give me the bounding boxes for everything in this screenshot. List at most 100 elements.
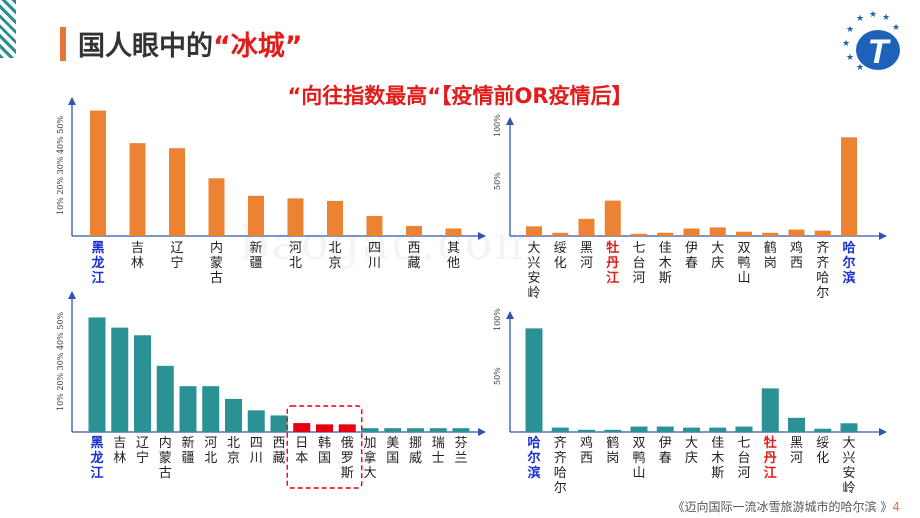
bar-七台河: [631, 233, 647, 236]
bar-辽宁: [169, 148, 185, 236]
category-label: 吉林: [130, 241, 144, 271]
bar-吉林: [111, 327, 129, 432]
bar-伊春: [656, 426, 674, 432]
bar-牡丹江: [604, 200, 621, 236]
logo-letter: T: [868, 33, 892, 71]
bar-四川: [366, 215, 383, 236]
title-highlight: “冰城”: [213, 31, 303, 62]
footer: 《迈向国际一流冰雪旅游城市的哈尔滨 》4: [673, 498, 900, 515]
bar-黑河: [788, 417, 805, 432]
category-label: 芬兰: [454, 436, 468, 466]
category-label: 吉林: [113, 436, 127, 466]
bar-河北: [202, 386, 220, 432]
bar-北京: [327, 200, 343, 236]
category-label: 鸡西: [789, 241, 803, 271]
bar-北京: [225, 398, 242, 432]
category-label: 新疆: [181, 436, 195, 466]
y-axis-arrow: [506, 311, 514, 319]
bar-内蒙古: [208, 178, 225, 236]
bar-黑龙江: [90, 110, 106, 236]
y-axis-arrow: [68, 291, 76, 299]
bar-伊春: [683, 228, 700, 236]
category-label: 辽宁: [170, 241, 184, 271]
bar-新疆: [179, 386, 197, 432]
category-label: 佳木斯: [658, 241, 672, 286]
bar-大庆: [683, 427, 700, 432]
corner-stripes: [0, 0, 16, 58]
category-label: 黑河: [789, 436, 803, 466]
bar-吉林: [129, 143, 146, 236]
bar-绥化: [552, 232, 569, 236]
category-label: 哈尔滨: [527, 436, 541, 481]
category-label: 七台河: [632, 241, 646, 286]
bar-黑河: [578, 218, 595, 236]
category-label: 大兴安岭: [527, 241, 541, 301]
logo-stars-icon: ★ ★ ★ ★ ★ ★ ★ ★: [842, 10, 900, 73]
category-label: 瑞士: [431, 436, 445, 466]
category-label: 绥化: [553, 241, 567, 271]
page-number: 4: [892, 500, 900, 514]
logo: ★ ★ ★ ★ ★ ★ ★ ★ T: [842, 10, 900, 73]
bar-日本: [293, 423, 311, 432]
category-label: 佳木斯: [711, 436, 725, 481]
bar-七台河: [735, 426, 753, 432]
bar-瑞士: [429, 428, 447, 432]
y-tick-label: 50%: [493, 367, 502, 386]
bar-鸡西: [788, 229, 805, 236]
category-label: 齐齐哈尔: [553, 436, 567, 496]
category-label: 七台河: [737, 436, 751, 481]
category-label: 日本: [295, 436, 309, 466]
category-label: 其他: [446, 241, 460, 271]
x-axis-arrow: [478, 232, 486, 240]
bar-鹤岗: [762, 232, 779, 236]
bar-齐齐哈尔: [551, 427, 569, 432]
category-label: 伊春: [658, 436, 672, 466]
category-label: 哈尔滨: [842, 241, 856, 286]
slide-subtitle: “向往指数最高“【疫情前OR疫情后】: [287, 84, 633, 108]
bar-大兴安岭: [840, 423, 858, 432]
svg-text:★: ★: [882, 13, 890, 23]
category-label: 韩国: [317, 436, 331, 466]
category-label: 伊春: [684, 241, 698, 271]
bar-双鸭山: [736, 231, 752, 236]
x-axis-arrow: [879, 232, 887, 240]
bar-哈尔滨: [841, 137, 857, 236]
bar-内蒙古: [156, 365, 174, 432]
category-label: 绥化: [816, 436, 830, 466]
footer-text: 《迈向国际一流冰雪旅游城市的哈尔滨 》: [672, 500, 893, 514]
category-label: 黑龙江: [91, 241, 105, 286]
svg-text:★: ★: [846, 53, 854, 63]
bar-俄罗斯: [338, 424, 356, 432]
highlight-box: [286, 405, 363, 489]
bar-其他: [445, 228, 462, 236]
bar-双鸭山: [630, 426, 648, 432]
category-label: 西藏: [272, 436, 286, 466]
category-label: 河北: [204, 436, 218, 466]
category-label: 加拿大: [363, 436, 377, 481]
bar-鸡西: [578, 429, 595, 432]
category-label: 大庆: [711, 241, 725, 271]
bar-牡丹江: [761, 388, 779, 432]
bar-美国: [384, 428, 402, 432]
bar-大兴安岭: [526, 226, 542, 236]
bar-河北: [287, 198, 304, 236]
category-label: 西藏: [407, 241, 421, 271]
bar-哈尔滨: [525, 328, 543, 432]
bar-韩国: [316, 424, 333, 432]
svg-text:★: ★: [892, 23, 900, 33]
bar-新疆: [248, 195, 264, 236]
category-label: 俄罗斯: [340, 436, 354, 481]
page-title: 国人眼中的“冰城”: [78, 24, 303, 63]
bar-加拿大: [361, 428, 379, 432]
category-label: 大兴安岭: [842, 436, 856, 496]
bar-齐齐哈尔: [814, 230, 831, 236]
category-label: 牡丹江: [763, 436, 777, 481]
svg-text:★: ★: [856, 63, 864, 73]
category-label: 黑河: [579, 241, 593, 271]
category-label: 鸡西: [579, 436, 593, 466]
category-label: 美国: [386, 436, 400, 466]
